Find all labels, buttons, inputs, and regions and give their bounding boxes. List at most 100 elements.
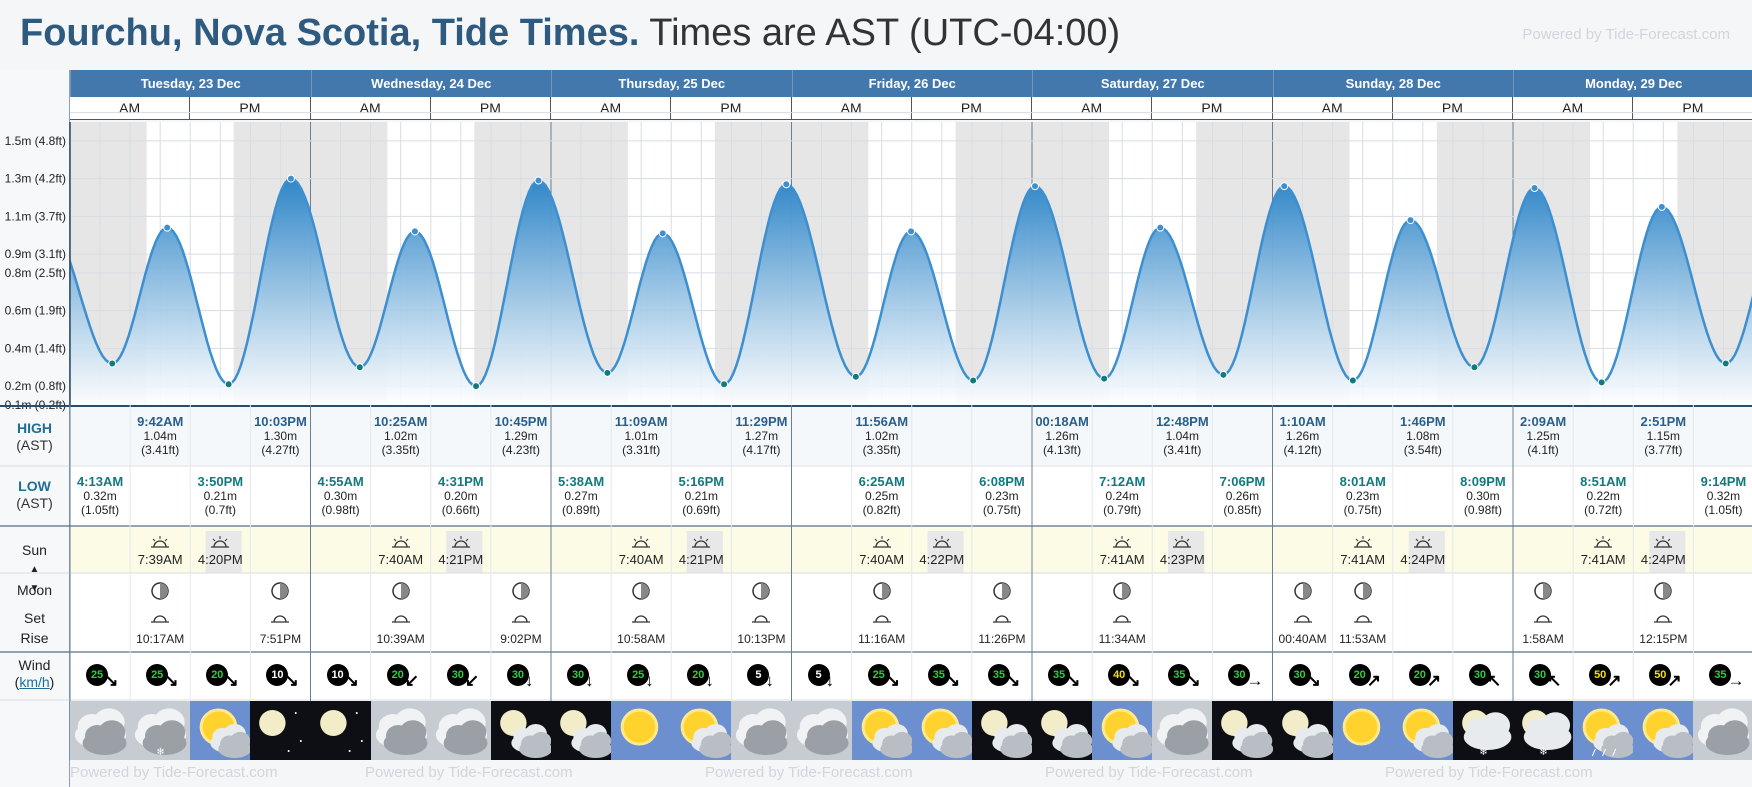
moon-cloud-weather-icon (1272, 701, 1334, 760)
y-tick-label: 0.8m (2.5ft) (5, 266, 66, 280)
wind-direction-icon: ↓ (705, 671, 714, 690)
cloudy-weather-icon (70, 701, 131, 760)
wind-direction-icon: ↗ (1426, 671, 1442, 690)
y-tick-label: 1.5m (4.8ft) (5, 134, 66, 148)
high-label: HIGH (AST) (16, 420, 53, 453)
wind-speed-badge: 5 (807, 664, 830, 686)
wind-speed-badge: 35 (927, 664, 950, 686)
tide-height-m: 0.22m (1586, 489, 1620, 503)
wind-direction-icon: ↓ (645, 671, 654, 690)
high-tide-entry: 1:10AM 1.26m (4.12ft) (1266, 414, 1340, 457)
sunset-time: 4:23PM (1159, 552, 1205, 567)
sunset-time: 4:24PM (1640, 552, 1686, 567)
wind-speed-badge: 35 (1048, 664, 1071, 686)
moon-cloud-weather-icon (490, 701, 552, 760)
wind-unit-link[interactable]: km/h (19, 674, 50, 690)
svg-text:❄: ❄ (1539, 747, 1548, 758)
wind-speed-badge: 20 (1348, 664, 1371, 686)
moon-phase-icon (1113, 582, 1131, 600)
wind-speed-badge: 10 (326, 664, 349, 686)
tide-height-ft: (0.72ft) (1584, 503, 1623, 517)
row-background (70, 526, 1752, 573)
sunrise-icon (1353, 536, 1372, 548)
timezone-label: Times are AST (UTC-04:00) (649, 12, 1121, 54)
wind-speed-badge: 20 (687, 664, 710, 686)
tide-height-ft: (4.17ft) (742, 443, 781, 457)
tide-height-ft: (3.54ft) (1403, 443, 1442, 457)
sunrise-time: 7:40AM (618, 552, 664, 567)
sun-toggle-icon[interactable]: ▲ ▼ (29, 564, 40, 594)
pm-label: PM (430, 97, 551, 120)
tide-height-m: 0.30m (323, 489, 358, 503)
sunrise-icon (692, 536, 711, 548)
high-tide-point (1406, 216, 1415, 225)
wind-direction-icon: ↙ (464, 671, 480, 690)
am-label: AM (1272, 97, 1393, 120)
low-tide-point (1721, 359, 1730, 368)
tide-time: 3:50PM (197, 474, 244, 489)
sunrise-icon (1413, 536, 1432, 548)
tide-height-m: 0.21m (203, 489, 237, 503)
sunrise-icon (1173, 536, 1192, 548)
moon-cloud-weather-icon (971, 701, 1033, 760)
wind-speed-badge: 25 (86, 664, 109, 686)
low-tide-point (1597, 378, 1606, 387)
tide-time: 1:46PM (1400, 414, 1446, 429)
tide-height-ft: (4.13ft) (1043, 443, 1082, 457)
moon-time: 00:40AM (1278, 632, 1327, 646)
cloudy-weather-icon (370, 701, 432, 760)
high-tide-entry: 11:29PM 1.27m (4.17ft) (724, 414, 798, 457)
wind-speed-badge: 30 (567, 664, 590, 686)
pm-label: PM (1633, 97, 1752, 120)
tide-height-ft: (0.89ft) (562, 503, 601, 517)
am-label: AM (1513, 97, 1634, 120)
wind-speed-badge: 25 (627, 664, 650, 686)
wind-direction-icon: ↓ (825, 671, 835, 690)
tide-height-m: 0.23m (985, 489, 1019, 503)
sunrise-icon (632, 536, 651, 548)
sun-cloud-weather-icon (1092, 701, 1154, 760)
high-tide-point (907, 227, 916, 236)
moon-cloud-weather-icon (1212, 701, 1274, 760)
tide-height-m: 1.04m (1165, 429, 1199, 443)
sunrise-icon (1113, 536, 1132, 548)
tide-height-ft: (0.66ft) (441, 503, 480, 517)
sunrise-time: 7:39AM (137, 552, 183, 567)
sunrise-time: 7:41AM (1099, 552, 1145, 567)
moon-time: 11:34AM (1098, 632, 1146, 646)
sunny-weather-icon (611, 701, 673, 760)
powered-by: Powered by Tide-Forecast.com (1522, 26, 1730, 43)
tide-time: 5:16PM (678, 474, 725, 489)
day-header: Monday, 29 Dec (1513, 70, 1752, 97)
tide-time: 9:42AM (137, 414, 184, 429)
moonrise-icon (391, 615, 410, 623)
wind-speed-badge: 20 (386, 664, 409, 686)
sunset-time: 4:22PM (919, 552, 965, 567)
wind-direction-icon: ↗ (1667, 671, 1682, 690)
tide-time: 6:08PM (979, 474, 1025, 489)
moon-phase-icon (271, 582, 290, 600)
tide-height-ft: (3.35ft) (381, 443, 420, 457)
day-header-bar: Tuesday, 23 Dec Wednesday, 24 Dec Thursday… (70, 70, 1752, 97)
low-tide-point (603, 368, 612, 377)
wind-direction-icon: ↘ (164, 671, 179, 690)
cloudy-weather-icon (791, 701, 853, 760)
moon-time: 10:39AM (376, 632, 425, 646)
moon-time: 11:16AM (858, 632, 906, 646)
low-tide-entry: 5:38AM 0.27m (0.89ft) (544, 474, 618, 517)
am-label: AM (791, 97, 912, 120)
tide-time: 4:55AM (317, 474, 364, 489)
snow-cloudy-weather-icon: ❄ (130, 701, 192, 760)
svg-text:❄: ❄ (156, 747, 165, 758)
moonset-icon (1534, 615, 1553, 623)
wind-speed-badge: 30 (1288, 664, 1311, 686)
high-tide-point (1530, 184, 1539, 193)
moon-time: 11:26PM (978, 632, 1026, 646)
location-title: Fourchu, Nova Scotia, Tide Times. (20, 12, 640, 54)
high-tide-entry: 1:46PM 1.08m (3.54ft) (1386, 414, 1460, 457)
tide-height-ft: (0.79ft) (1103, 503, 1142, 517)
tide-height-ft: (0.82ft) (862, 503, 901, 517)
tide-height-m: 1.30m (263, 429, 298, 443)
low-tide-entry: 7:06PM 0.26m (0.85ft) (1205, 474, 1279, 517)
pm-label: PM (1152, 97, 1273, 120)
